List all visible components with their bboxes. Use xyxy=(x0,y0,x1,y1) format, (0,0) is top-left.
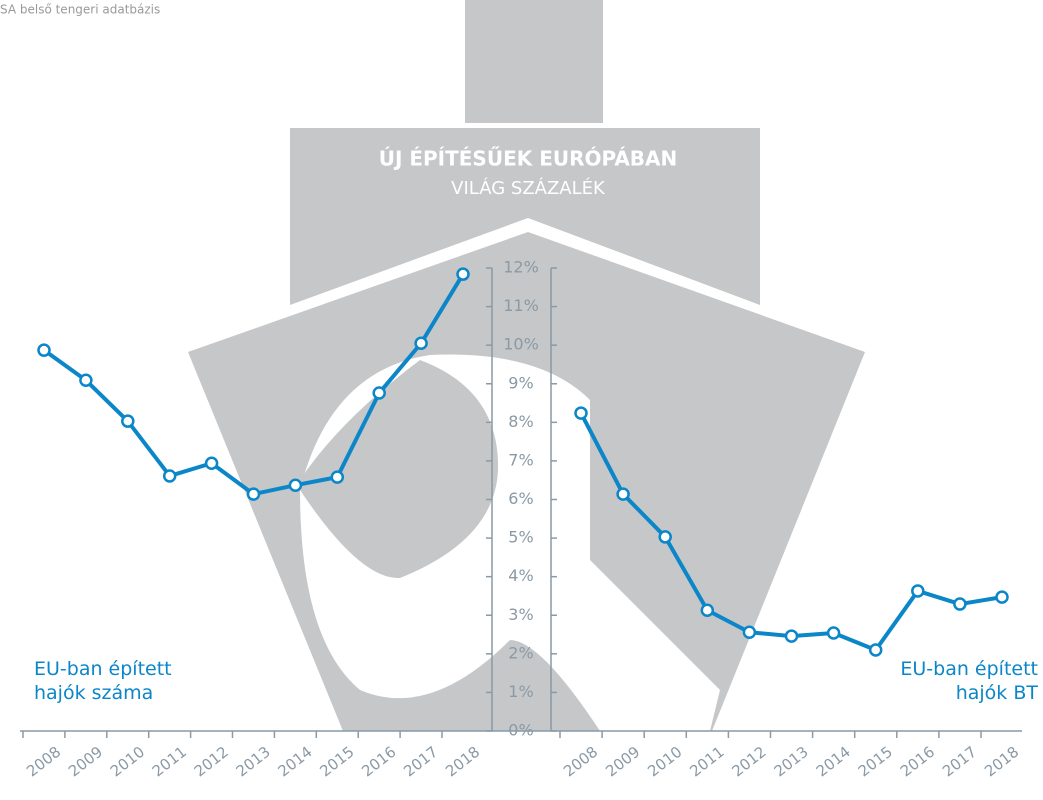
data-point xyxy=(868,643,883,657)
x-tick-label: 2012 xyxy=(729,743,770,781)
y-tick-label: 7% xyxy=(508,450,533,469)
source: SA belső tengeri adatbázis xyxy=(0,3,160,17)
data-point xyxy=(414,336,428,350)
x-tick-label: 2009 xyxy=(65,743,106,781)
x-tick-label: 2012 xyxy=(191,743,232,781)
x-tick-label: 2013 xyxy=(771,743,812,781)
series-label: EU-ban épített hajók BT xyxy=(900,658,1038,704)
x-tick-label: 2011 xyxy=(149,743,190,781)
data-point xyxy=(162,469,177,483)
data-point xyxy=(616,487,630,501)
data-point xyxy=(121,414,135,428)
data-point xyxy=(37,343,51,357)
y-tick-label: 12% xyxy=(503,258,539,277)
x-tick-label: 2008 xyxy=(560,743,601,781)
x-tick-label: 2008 xyxy=(23,743,64,781)
x-tick-label: 2016 xyxy=(358,743,399,781)
x-tick-label: 2014 xyxy=(813,743,854,781)
data-point xyxy=(288,478,303,492)
data-point xyxy=(995,590,1009,604)
data-point xyxy=(826,626,841,640)
data-point xyxy=(372,386,386,400)
y-tick-label: 6% xyxy=(508,489,533,508)
x-tick-label: 2015 xyxy=(316,743,357,781)
data-point xyxy=(784,629,799,643)
x-tick-label: 2016 xyxy=(897,743,938,781)
chart-title: ÚJ ÉPÍTÉSŰEK EURÓPÁBAN xyxy=(379,147,678,171)
data-point xyxy=(246,487,261,501)
y-tick-label: 2% xyxy=(508,643,533,662)
y-tick-label: 0% xyxy=(508,721,533,740)
y-tick-label: 11% xyxy=(503,296,539,315)
background-shape xyxy=(300,360,499,579)
x-tick-label: 2010 xyxy=(644,743,685,781)
data-point xyxy=(742,625,757,639)
x-tick-label: 2017 xyxy=(939,743,980,781)
y-tick-label: 5% xyxy=(508,528,533,547)
series-label: EU-ban épített hajók száma xyxy=(34,658,172,704)
x-tick-label: 2015 xyxy=(855,743,896,781)
y-tick-label: 9% xyxy=(508,373,533,392)
x-tick-label: 2011 xyxy=(686,743,727,781)
data-point xyxy=(330,470,345,484)
data-point xyxy=(574,406,588,420)
y-tick-label: 10% xyxy=(503,335,539,354)
data-point xyxy=(658,530,672,544)
y-tick-label: 8% xyxy=(508,412,533,431)
x-tick-label: 2009 xyxy=(602,743,643,781)
x-tick-label: 2010 xyxy=(107,743,148,781)
x-tick-label: 2013 xyxy=(233,743,274,781)
y-tick-label: 3% xyxy=(508,605,533,624)
data-point xyxy=(79,373,93,388)
x-tick-label: 2018 xyxy=(981,743,1022,781)
x-tick-label: 2018 xyxy=(442,743,483,781)
data-point xyxy=(953,597,967,611)
data-point xyxy=(456,267,470,281)
data-point xyxy=(911,584,925,598)
y-tick-label: 4% xyxy=(508,566,533,585)
y-tick-label: 1% xyxy=(508,682,533,701)
x-tick-label: 2014 xyxy=(275,743,316,781)
data-point xyxy=(204,456,219,470)
x-tick-label: 2017 xyxy=(400,743,441,781)
data-point xyxy=(700,603,715,617)
chart-subtitle: VILÁG SZÁZALÉK xyxy=(451,177,606,199)
